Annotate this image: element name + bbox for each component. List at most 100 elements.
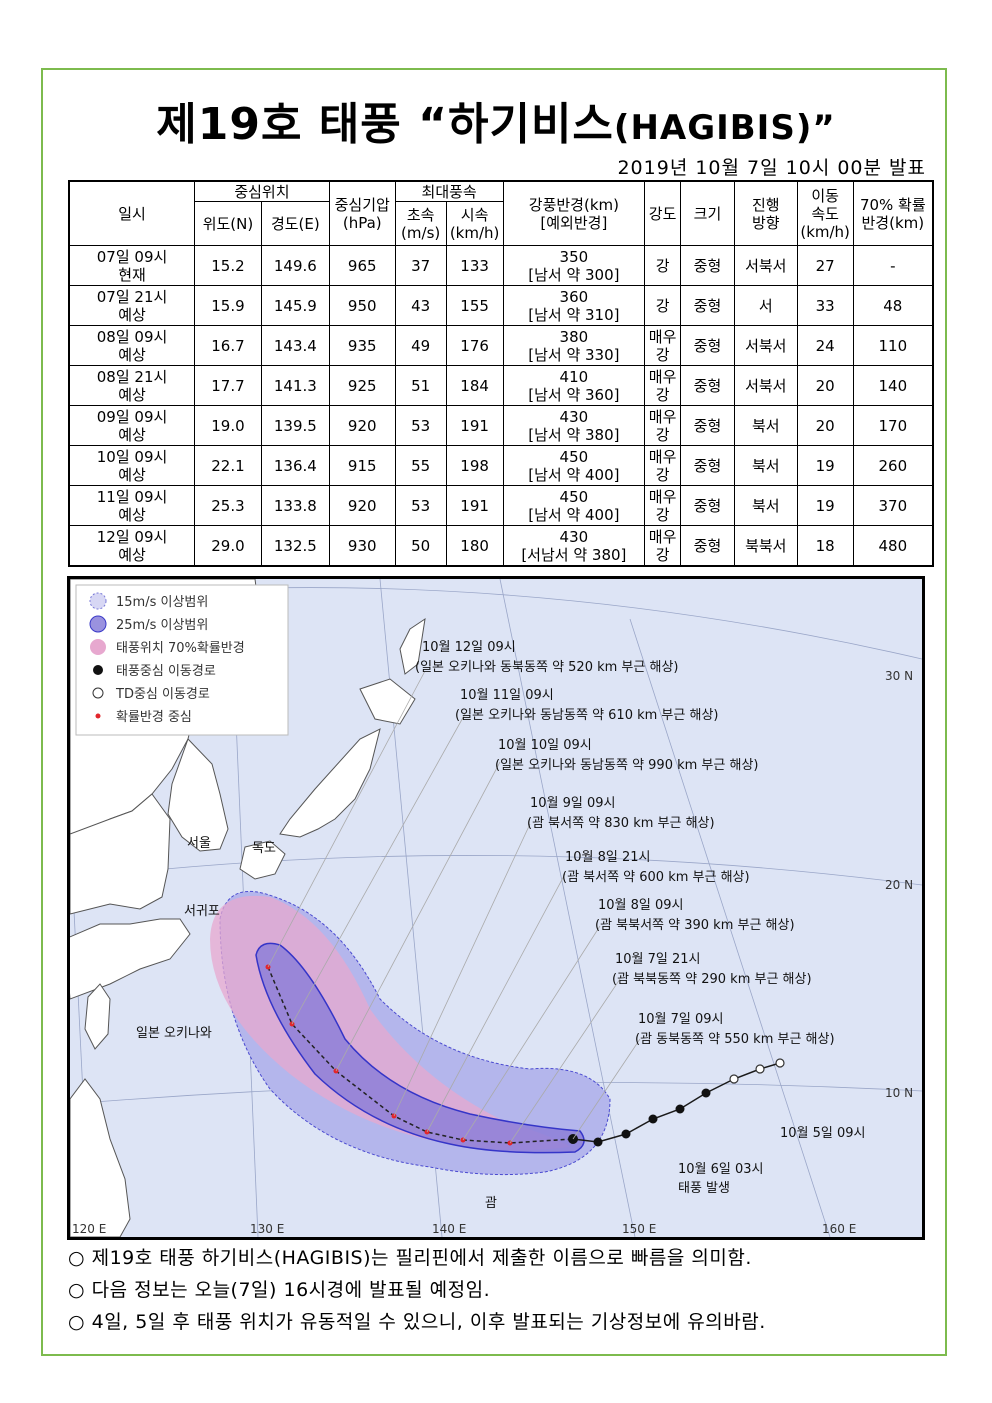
lat-30: 30 N (885, 669, 913, 683)
cell-direction: 서북서 (733, 325, 798, 366)
cell-prob: 48 (852, 285, 934, 326)
td-symbols (729, 1058, 785, 1084)
table-row: 07일 21시 예상 15.9 145.9 950 43 155 360 [남서 약 310] 강… (68, 285, 934, 326)
cell-speed: 20 (796, 365, 854, 406)
cell-ms: 51 (394, 365, 447, 406)
cell-strength: 매우 강 (644, 325, 682, 366)
cell-pressure: 915 (328, 445, 396, 486)
annot-0821-desc: (괌 북서쪽 약 600 km 부근 해상) (562, 870, 750, 885)
cell-strength: 매우 강 (644, 405, 682, 446)
title-korean: 제19호 태풍 “하기비스 (156, 99, 614, 150)
legend-15ms: 15m/s 이상범위 (116, 595, 208, 610)
header-ms: 초속 (m/s) (394, 201, 447, 246)
forecast-table: 일시 중심위치 중심기압 (hPa) 최대풍속 강풍반경(km) [예외반경] 강도… (68, 180, 934, 567)
cell-prob: - (852, 245, 934, 286)
cell-kmh: 176 (445, 325, 504, 366)
cell-radius: 450 [남서 약 400] (502, 445, 646, 486)
cell-direction: 서북서 (733, 245, 798, 286)
annot-10-title: 10월 10일 09시 (498, 738, 592, 753)
page-title: 제19호 태풍 “하기비스(HAGIBIS)” (0, 88, 992, 152)
cell-prob: 480 (852, 525, 934, 567)
cell-kmh: 191 (445, 405, 504, 446)
cell-ms: 50 (394, 525, 447, 567)
annot-start: 10월 5일 09시 (780, 1126, 866, 1141)
cell-datetime: 09일 09시 예상 (68, 405, 196, 446)
cell-size: 중형 (680, 525, 735, 567)
cell-radius: 350 [남서 약 300] (502, 245, 646, 286)
cell-lon: 141.3 (260, 365, 330, 406)
cell-ms: 53 (394, 405, 447, 446)
cell-datetime: 11일 09시 예상 (68, 485, 196, 526)
cell-size: 중형 (680, 485, 735, 526)
cell-size: 중형 (680, 365, 735, 406)
cell-lon: 139.5 (260, 405, 330, 446)
cell-speed: 18 (796, 525, 854, 567)
document-frame (41, 68, 947, 1356)
header-size: 크기 (680, 180, 735, 246)
annot-09-title: 10월 9일 09시 (530, 796, 616, 811)
cell-speed: 19 (796, 485, 854, 526)
cell-lat: 15.2 (194, 245, 262, 286)
header-speed: 이동 속도 (km/h) (796, 180, 854, 246)
cell-datetime: 08일 21시 예상 (68, 365, 196, 406)
cell-datetime: 10일 09시 예상 (68, 445, 196, 486)
lat-20: 20 N (885, 878, 913, 892)
cell-datetime: 07일 21시 예상 (68, 285, 196, 326)
cell-lon: 149.6 (260, 245, 330, 286)
table-row: 07일 09시 현재 15.2 149.6 965 37 133 350 [남서 약 300] 강… (68, 245, 934, 286)
cell-size: 중형 (680, 405, 735, 446)
cell-size: 중형 (680, 245, 735, 286)
cell-datetime: 08일 09시 예상 (68, 325, 196, 366)
place-dokdo: 독도 (252, 841, 276, 856)
annot-0709-desc: (괌 동북동쪽 약 550 km 부근 해상) (635, 1032, 835, 1047)
header-maxwind: 최대풍속 (394, 180, 504, 202)
annot-10-desc: (일본 오키나와 동남동쪽 약 990 km 부근 해상) (495, 758, 758, 773)
cell-lat: 22.1 (194, 445, 262, 486)
header-datetime: 일시 (68, 180, 196, 246)
cell-ms: 55 (394, 445, 447, 486)
notes: ○ 제19호 태풍 하기비스(HAGIBIS)는 필리핀에서 제출한 이름으로 … (68, 1243, 948, 1339)
header-radius: 강풍반경(km) [예외반경] (502, 180, 646, 246)
cell-strength: 강 (644, 285, 682, 326)
table-row: 12일 09시 예상 29.0 132.5 930 50 180 430 [서남서 약 380]… (68, 525, 934, 567)
cell-ms: 49 (394, 325, 447, 366)
cell-lat: 29.0 (194, 525, 262, 567)
cell-speed: 24 (796, 325, 854, 366)
legend-td: TD중심 이동경로 (115, 687, 210, 702)
header-lat: 위도(N) (194, 201, 262, 246)
lon-160: 160 E (822, 1222, 856, 1236)
cell-strength: 매우 강 (644, 445, 682, 486)
header-prob-radius: 70% 확률 반경(km) (852, 180, 934, 246)
place-guam: 괌 (485, 1196, 497, 1211)
cell-pressure: 930 (328, 525, 396, 567)
cell-strength: 매우 강 (644, 525, 682, 567)
cell-prob: 140 (852, 365, 934, 406)
header-direction: 진행 방향 (733, 180, 798, 246)
cell-strength: 강 (644, 245, 682, 286)
radius-25ms (255, 942, 585, 1154)
place-seogwipo: 서귀포 (184, 904, 220, 919)
cell-lat: 19.0 (194, 405, 262, 446)
cell-direction: 북서 (733, 445, 798, 486)
cell-pressure: 925 (328, 365, 396, 406)
lat-10: 10 N (885, 1086, 913, 1100)
cell-radius: 360 [남서 약 310] (502, 285, 646, 326)
annot-12-title: 10월 12일 09시 (422, 640, 516, 655)
cell-speed: 27 (796, 245, 854, 286)
cell-pressure: 920 (328, 405, 396, 446)
annot-0821-title: 10월 8일 21시 (565, 850, 651, 865)
annot-09-desc: (괌 북서쪽 약 830 km 부근 해상) (527, 816, 715, 831)
header-center: 중심위치 (194, 180, 330, 202)
cell-prob: 170 (852, 405, 934, 446)
cell-radius: 430 [서남서 약 380] (502, 525, 646, 567)
table-row: 08일 09시 예상 16.7 143.4 935 49 176 380 [남서 약 330] 매… (68, 325, 934, 366)
cell-lon: 143.4 (260, 325, 330, 366)
cell-kmh: 191 (445, 485, 504, 526)
cell-ms: 53 (394, 485, 447, 526)
cell-direction: 북서 (733, 405, 798, 446)
cell-radius: 380 [남서 약 330] (502, 325, 646, 366)
prob-radius (210, 895, 570, 1150)
cell-lat: 16.7 (194, 325, 262, 366)
annot-11-title: 10월 11일 09시 (460, 688, 554, 703)
cell-speed: 33 (796, 285, 854, 326)
